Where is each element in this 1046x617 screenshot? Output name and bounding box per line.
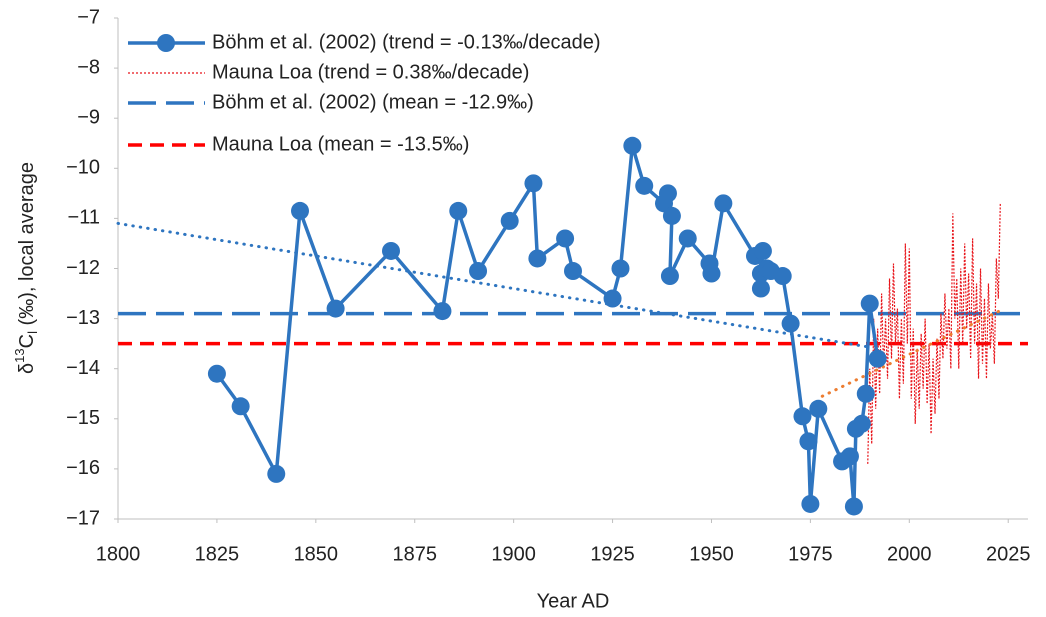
y-tick-label: −12	[66, 257, 100, 279]
x-tick-label: 1900	[491, 543, 536, 565]
data-point	[753, 241, 772, 260]
y-tick-label: −9	[77, 106, 100, 128]
x-tick-label: 2000	[887, 543, 932, 565]
data-point	[799, 432, 818, 451]
x-tick-label: 1875	[392, 543, 437, 565]
data-point	[678, 229, 697, 248]
data-point	[852, 414, 871, 433]
data-point	[524, 174, 543, 193]
x-tick-label: 2025	[986, 543, 1031, 565]
data-point	[500, 211, 519, 230]
data-point	[449, 201, 468, 220]
y-label-part: C	[16, 334, 38, 348]
data-point	[469, 262, 488, 281]
x-tick-label: 1825	[195, 543, 240, 565]
data-point	[844, 497, 863, 516]
y-tick-label: −7	[77, 6, 100, 28]
y-tick-label: −10	[66, 157, 100, 179]
y-tick-label: −15	[66, 407, 100, 429]
data-point	[635, 176, 654, 195]
data-point	[326, 299, 345, 318]
data-point	[528, 249, 547, 268]
legend-label: Mauna Loa (mean = -13.5‰)	[212, 133, 469, 155]
legend-label: Böhm et al. (2002) (mean = -12.9‰)	[212, 91, 534, 113]
x-tick-label: 1925	[590, 543, 635, 565]
data-point	[207, 364, 226, 383]
y-label-part: (‰), local average	[16, 162, 38, 331]
data-point	[856, 384, 875, 403]
legend-label: Böhm et al. (2002) (trend = -0.13‰/decad…	[212, 31, 601, 53]
data-line	[867, 203, 1001, 464]
data-point	[623, 136, 642, 155]
y-tick-label: −13	[66, 307, 100, 329]
y-tick-label: −16	[66, 457, 100, 479]
data-point	[840, 447, 859, 466]
data-point	[801, 494, 820, 513]
y-label-sub: l	[25, 331, 40, 334]
data-point	[714, 194, 733, 213]
data-line	[215, 144, 880, 509]
legend: Böhm et al. (2002) (trend = -0.13‰/decad…	[128, 31, 601, 155]
y-tick-label: −14	[66, 357, 100, 379]
data-point	[660, 267, 679, 286]
data-point	[868, 349, 887, 368]
trend-line	[820, 309, 1002, 398]
y-tick-label: −11	[68, 207, 100, 229]
data-point	[382, 241, 400, 260]
y-tick-label: −17	[66, 507, 100, 529]
x-tick-label: 1850	[294, 543, 339, 565]
data-point	[751, 279, 770, 298]
data-point	[603, 289, 622, 308]
data-point	[231, 397, 250, 416]
data-point	[773, 267, 792, 286]
data-point	[860, 294, 879, 313]
data-point	[433, 302, 452, 321]
data-point	[702, 264, 721, 283]
data-point	[658, 184, 677, 203]
x-axis-label: Year AD	[537, 590, 610, 612]
data-point	[564, 262, 582, 281]
x-tick-label: 1950	[689, 543, 734, 565]
data-point	[267, 464, 286, 483]
y-tick-label: −8	[77, 56, 100, 78]
data-point	[781, 314, 800, 333]
y-axis-label: δ13Cl (‰), local average	[12, 162, 40, 374]
data-point	[793, 407, 812, 426]
data-point	[556, 229, 575, 248]
legend-marker	[157, 34, 175, 52]
data-point	[291, 201, 309, 220]
trend-line	[116, 221, 872, 349]
x-tick-label: 1975	[788, 543, 833, 565]
data-point	[611, 259, 630, 278]
x-tick-label: 1800	[96, 543, 141, 565]
legend-label: Mauna Loa (trend = 0.38‰/decade)	[212, 61, 529, 83]
data-point	[662, 206, 681, 225]
y-label-sup: 13	[12, 348, 27, 362]
y-label-part: δ	[16, 363, 38, 374]
data-point	[809, 399, 828, 418]
